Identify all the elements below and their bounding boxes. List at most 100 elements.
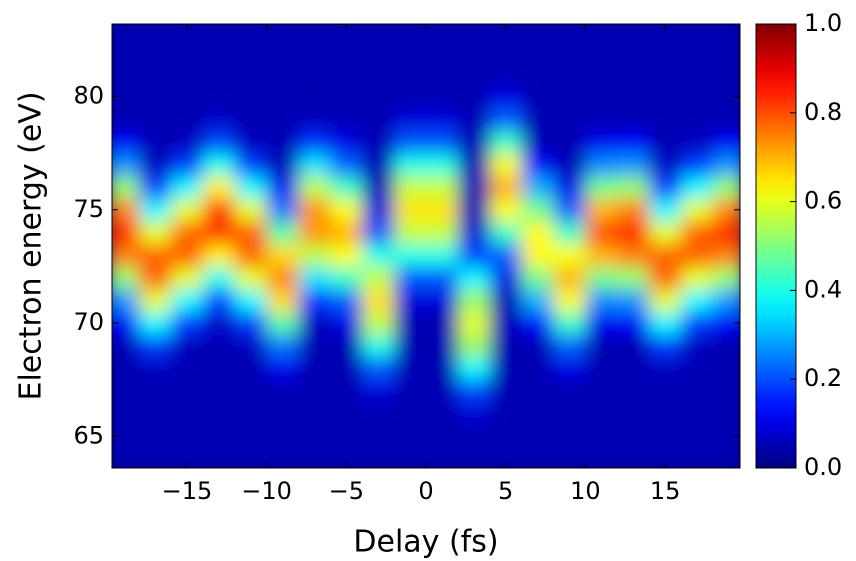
heatmap-cell (489, 402, 523, 426)
heatmap-cell (234, 198, 268, 222)
heatmap-cell (521, 447, 555, 468)
heatmap-cell (553, 39, 586, 64)
heatmap-cell (649, 311, 682, 335)
colorbar-tick-label: 0.0 (804, 453, 842, 481)
heatmap-cell (617, 447, 650, 468)
heatmap-cell (394, 107, 427, 131)
heatmap-cell (170, 153, 204, 177)
heatmap-cell (202, 24, 236, 41)
heatmap-cell (362, 85, 395, 109)
heatmap-cell (266, 243, 299, 267)
heatmap-cell (170, 402, 204, 426)
heatmap-cell (617, 221, 650, 245)
heatmap-cell (521, 357, 555, 381)
heatmap-cell (457, 424, 491, 449)
heatmap-cell (362, 107, 395, 131)
heatmap-cell (457, 221, 491, 245)
heatmap-cell (170, 107, 204, 131)
heatmap-cell (521, 107, 555, 131)
heatmap-cell (139, 107, 172, 131)
heatmap-cell (649, 243, 682, 267)
heatmap-cell (489, 85, 523, 109)
heatmap-cell (112, 175, 140, 199)
heatmap-cell (521, 266, 555, 290)
heatmap-cell (266, 266, 299, 290)
heatmap-cell (298, 130, 331, 154)
heatmap-cell (139, 447, 172, 468)
heatmap-cell (330, 379, 363, 403)
heatmap-cell (649, 221, 682, 245)
heatmap-cell (139, 130, 172, 154)
heatmap-cell (457, 402, 491, 426)
heatmap-cell (170, 266, 204, 290)
heatmap (112, 24, 740, 468)
heatmap-cell (394, 24, 427, 41)
heatmap-cell (112, 198, 140, 222)
heatmap-cell (457, 266, 491, 290)
heatmap-cell (681, 334, 714, 358)
heatmap-cell (489, 379, 523, 403)
heatmap-cell (426, 39, 459, 64)
heatmap-cell (457, 39, 491, 64)
heatmap-cell (362, 221, 395, 245)
heatmap-cell (649, 334, 682, 358)
heatmap-cell (553, 24, 586, 41)
heatmap-cell (489, 311, 523, 335)
heatmap-cell (202, 175, 236, 199)
heatmap-cell (170, 424, 204, 449)
heatmap-cell (330, 198, 363, 222)
heatmap-cell (394, 402, 427, 426)
heatmap-cell (712, 221, 740, 245)
heatmap-cell (202, 107, 236, 131)
heatmap-cell (330, 175, 363, 199)
heatmap-cell (585, 424, 618, 449)
heatmap-cell (553, 379, 586, 403)
heatmap-cell (202, 198, 236, 222)
heatmap-cell (170, 289, 204, 313)
heatmap-cell (298, 447, 331, 468)
heatmap-cell (681, 379, 714, 403)
heatmap-cell (362, 424, 395, 449)
heatmap-cell (649, 402, 682, 426)
heatmap-cell (649, 198, 682, 222)
heatmap-cell (234, 424, 268, 449)
heatmap-cell (234, 243, 268, 267)
heatmap-cell (681, 107, 714, 131)
heatmap-cell (553, 402, 586, 426)
heatmap-cell (681, 424, 714, 449)
heatmap-cell (202, 266, 236, 290)
heatmap-cell (234, 153, 268, 177)
heatmap-cell (266, 379, 299, 403)
heatmap-cell (712, 130, 740, 154)
heatmap-cell (521, 243, 555, 267)
heatmap-cell (234, 85, 268, 109)
x-tick-label: 15 (650, 477, 681, 505)
heatmap-cell (202, 85, 236, 109)
heatmap-cell (521, 39, 555, 64)
heatmap-cell (681, 24, 714, 41)
heatmap-cell (585, 289, 618, 313)
colorbar-tick-label: 0.6 (804, 187, 842, 215)
heatmap-cell (170, 221, 204, 245)
heatmap-cell (139, 402, 172, 426)
heatmap-cell (585, 334, 618, 358)
heatmap-cell (394, 62, 427, 86)
heatmap-cell (585, 198, 618, 222)
heatmap-cell (170, 39, 204, 64)
heatmap-cell (362, 243, 395, 267)
heatmap-cell (521, 24, 555, 41)
heatmap-cell (112, 243, 140, 267)
heatmap-cell (170, 130, 204, 154)
heatmap-cell (139, 175, 172, 199)
heatmap-cell (330, 62, 363, 86)
heatmap-cell (489, 175, 523, 199)
heatmap-cell (394, 311, 427, 335)
y-tick-label: 80 (73, 81, 104, 109)
heatmap-cell (112, 334, 140, 358)
heatmap-cell (330, 153, 363, 177)
heatmap-cell (712, 289, 740, 313)
heatmap-cell (553, 357, 586, 381)
heatmap-cell (202, 402, 236, 426)
heatmap-cell (489, 153, 523, 177)
heatmap-cell (617, 289, 650, 313)
